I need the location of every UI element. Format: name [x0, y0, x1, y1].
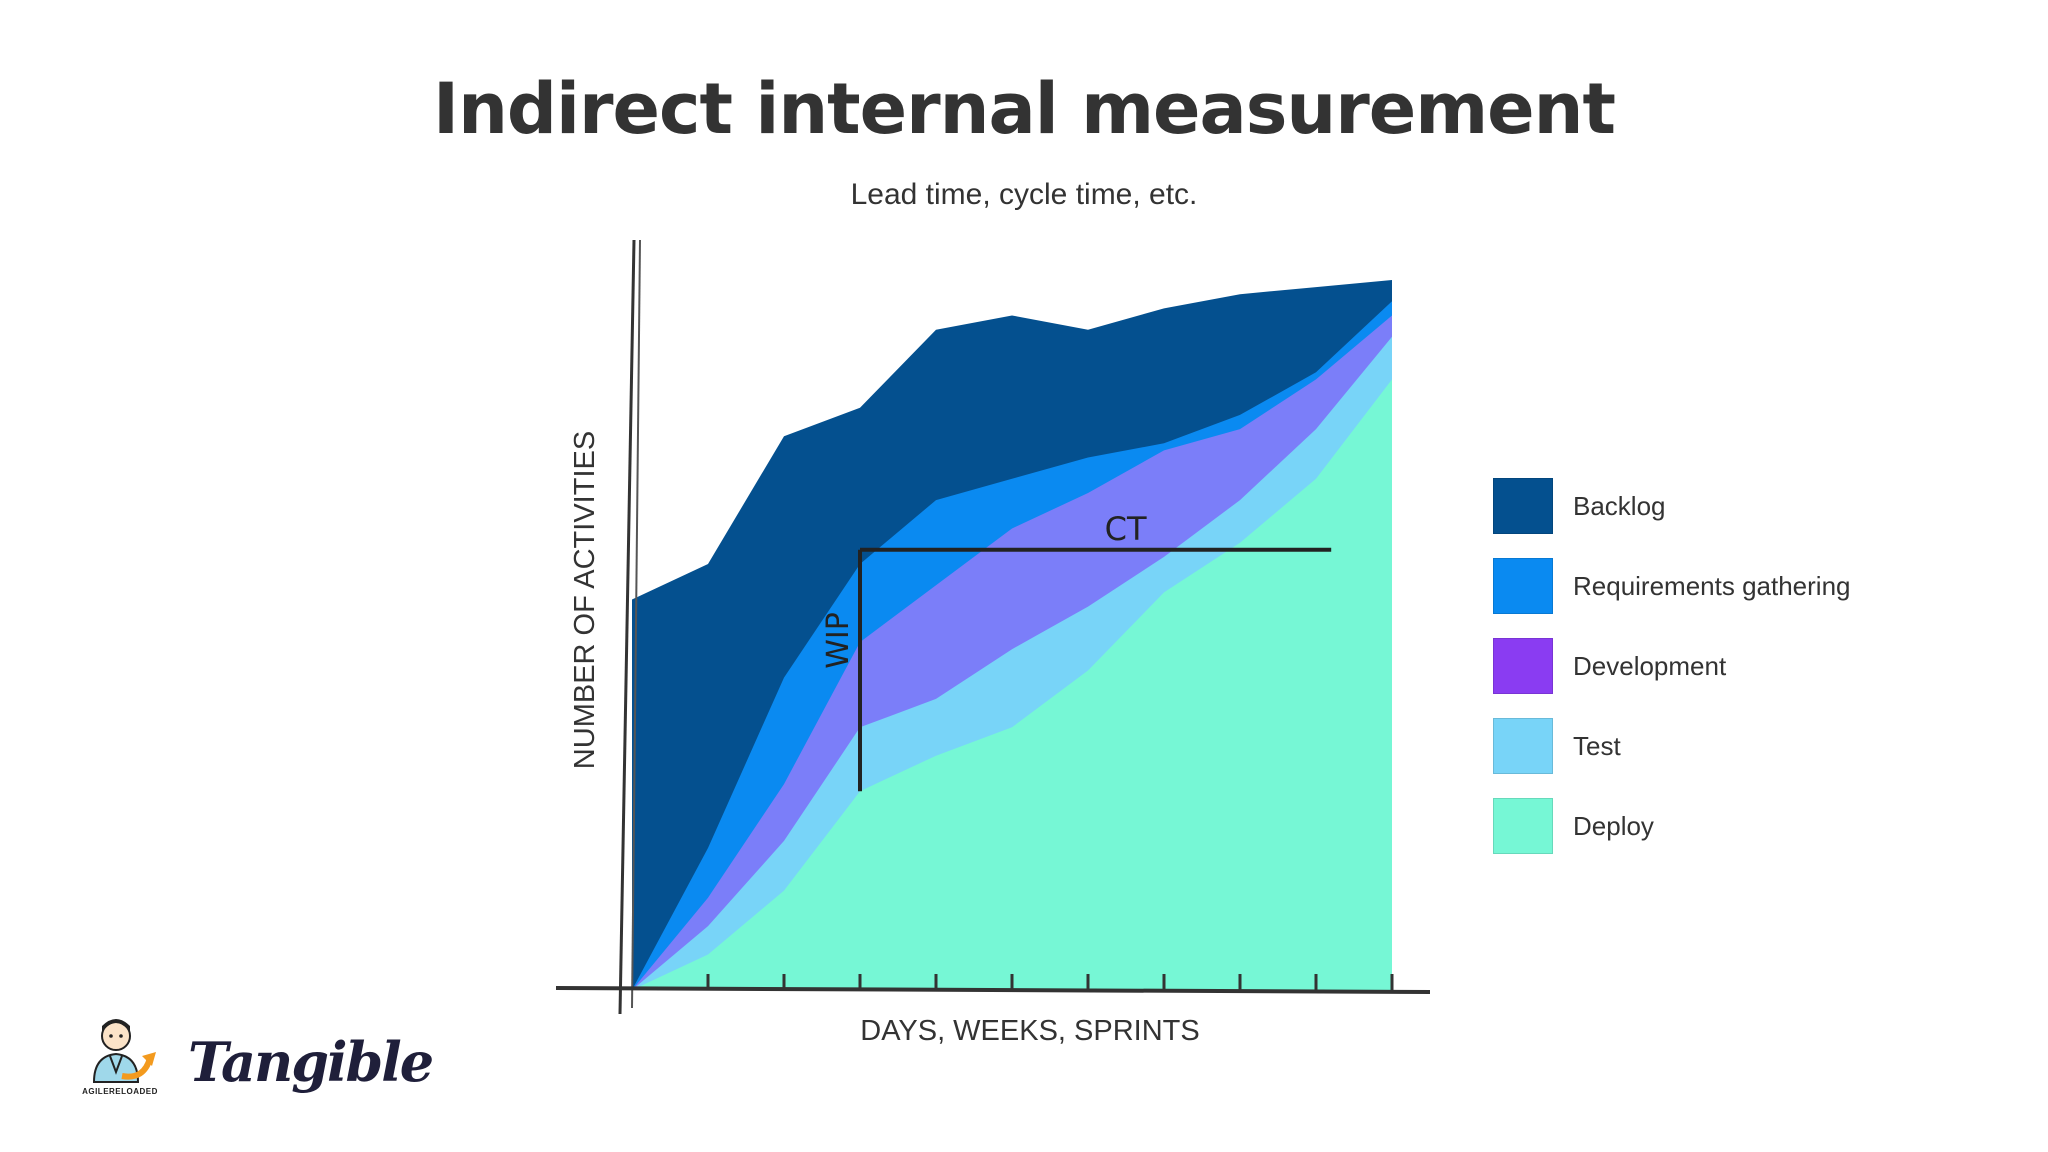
y-axis-line — [618, 239, 636, 1015]
legend-item-requirements-gathering: Requirements gathering — [1493, 558, 1933, 616]
ct-annotation-label: CT — [1105, 510, 1147, 548]
legend-swatch-requirements-gathering — [1493, 558, 1553, 614]
slide-title: Indirect internal measurement — [433, 68, 1616, 150]
legend-label-test: Test — [1573, 731, 1621, 761]
wip-annotation-label: WIP — [821, 612, 856, 669]
chart-areas — [632, 280, 1392, 990]
legend-swatch-backlog — [1493, 478, 1553, 534]
legend-item-backlog: Backlog — [1493, 478, 1933, 536]
y-axis-line-secondary — [631, 239, 641, 1009]
legend-swatch-test — [1493, 718, 1553, 774]
tangible-logo: Tangible — [188, 1030, 434, 1094]
area-deploy — [632, 379, 1392, 990]
legend-label-development: Development — [1573, 651, 1727, 681]
slide-subtitle: Lead time, cycle time, etc. — [850, 178, 1198, 211]
legend-label-requirements-gathering: Requirements gathering — [1573, 571, 1851, 601]
legend-swatch-deploy — [1493, 798, 1553, 854]
legend-label-backlog: Backlog — [1573, 491, 1666, 521]
agile-reloaded-logo — [92, 1019, 156, 1083]
y-axis-label: NUMBER OF ACTIVITIES — [569, 431, 601, 769]
x-axis-ticks — [706, 974, 1394, 990]
x-axis-line — [555, 986, 1431, 994]
legend-label-deploy: Deploy — [1573, 811, 1654, 841]
legend-item-test: Test — [1493, 718, 1933, 776]
agile-reloaded-wordmark: AGILERELOADED — [82, 1087, 158, 1096]
legend-swatch-development — [1493, 638, 1553, 694]
chart-axes — [555, 239, 1431, 1015]
legend-item-deploy: Deploy — [1493, 798, 1933, 856]
legend-item-development: Development — [1493, 638, 1933, 696]
chart-annotations: CT WIP — [821, 510, 1332, 792]
x-axis-label: DAYS, WEEKS, SPRINTS — [860, 1015, 1199, 1047]
